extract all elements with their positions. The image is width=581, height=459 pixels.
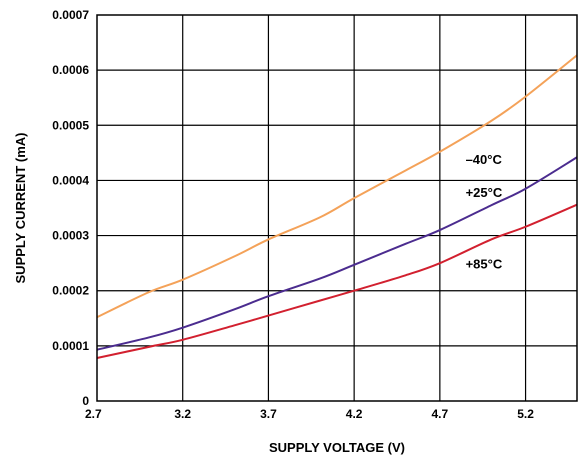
series-line: [96, 203, 578, 359]
x-tick-label: 5.2: [517, 407, 534, 421]
x-tick-label: 2.7: [85, 407, 102, 421]
series-line: [96, 156, 578, 351]
x-tick-labels: 2.7 3.2 3.7 4.2 4.7 5.2: [85, 407, 534, 421]
y-tick-label: 0.0002: [52, 284, 89, 298]
y-tick-label: 0.0005: [52, 118, 89, 132]
series-label: –40°C: [466, 152, 503, 167]
x-tick-label: 3.2: [174, 407, 191, 421]
x-tick-label: 4.2: [346, 407, 363, 421]
series-line: [96, 54, 578, 319]
plot-border: [96, 14, 578, 402]
series-label: +25°C: [466, 185, 503, 200]
y-tick-label: 0.0007: [52, 8, 89, 22]
y-tick-label: 0.0004: [52, 173, 89, 187]
series-labels: –40°C +25°C +85°C: [466, 152, 503, 272]
x-axis-label: SUPPLY VOLTAGE (V): [269, 440, 405, 455]
y-tick-label: 0.0001: [52, 339, 89, 353]
series-label: +85°C: [466, 257, 503, 272]
y-tick-labels: 0 0.0001 0.0002 0.0003 0.0004 0.0005 0.0006 0.0…: [52, 8, 89, 408]
y-tick-label: 0.0003: [52, 229, 89, 243]
y-axis-label: SUPPLY CURRENT (mA): [13, 133, 28, 284]
x-tick-label: 3.7: [260, 407, 277, 421]
x-tick-label: 4.7: [432, 407, 449, 421]
grid-lines: [97, 15, 577, 401]
series-lines: [96, 54, 578, 359]
y-tick-label: 0: [82, 394, 89, 408]
y-tick-label: 0.0006: [52, 63, 89, 77]
